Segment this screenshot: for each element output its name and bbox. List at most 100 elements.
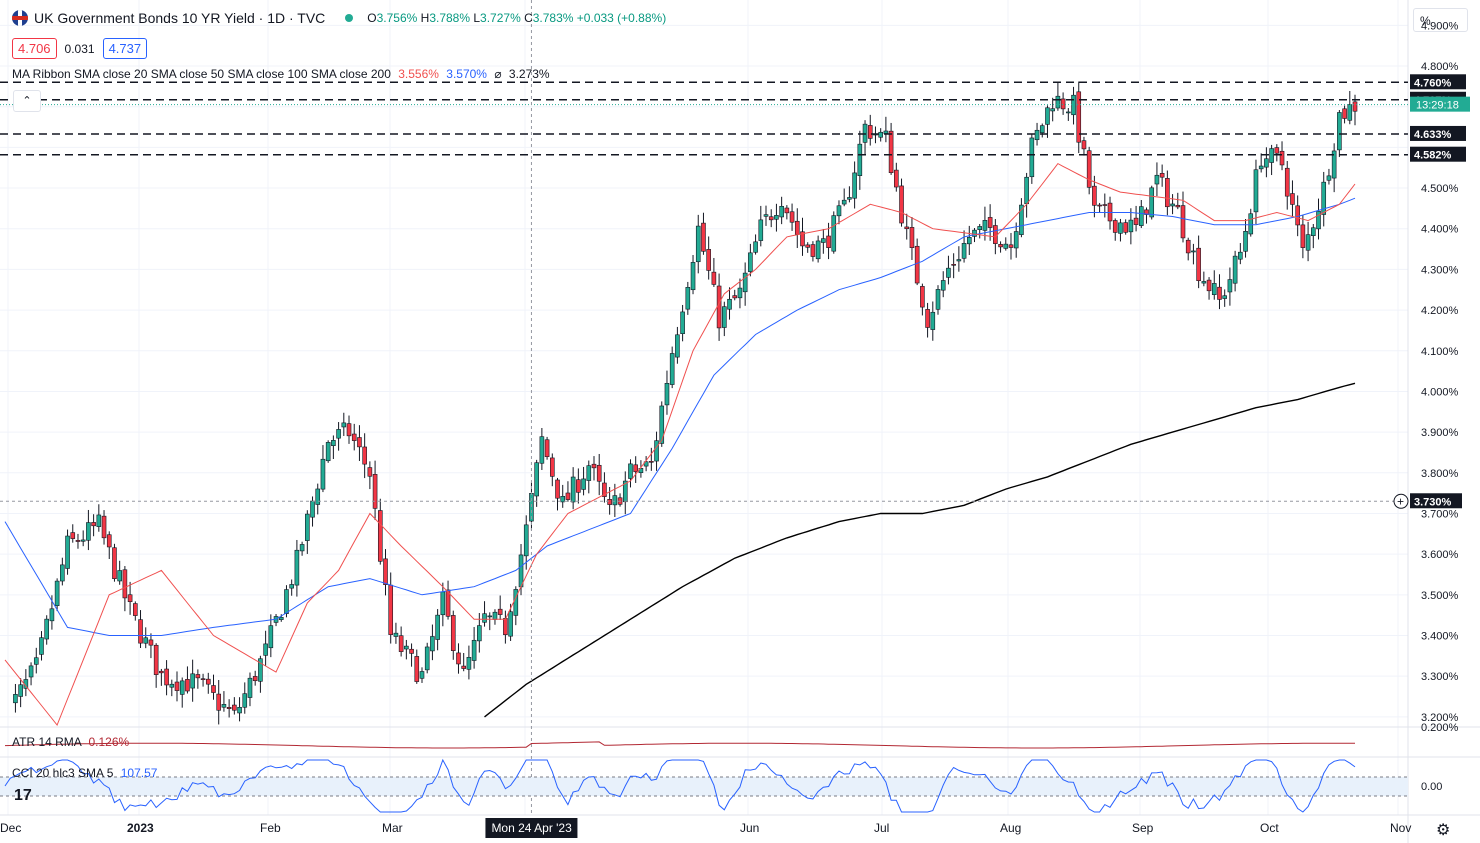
candle-body[interactable] bbox=[815, 240, 821, 260]
candle-body[interactable] bbox=[555, 479, 560, 499]
candle-body[interactable] bbox=[440, 591, 446, 616]
candle-body[interactable] bbox=[148, 639, 154, 646]
candle-body[interactable] bbox=[732, 295, 738, 299]
add-alert-icon[interactable] bbox=[1393, 493, 1409, 509]
candle-body[interactable] bbox=[174, 681, 180, 691]
candle-body[interactable] bbox=[1253, 169, 1259, 213]
currency-selector[interactable]: % bbox=[1413, 8, 1468, 32]
candle-body[interactable] bbox=[315, 488, 321, 505]
atr-legend[interactable]: ATR 14 RMA 0.126% bbox=[12, 735, 130, 749]
candle-body[interactable] bbox=[628, 463, 633, 479]
candle-body[interactable] bbox=[205, 678, 211, 685]
candle-body[interactable] bbox=[409, 648, 414, 654]
candle-body[interactable] bbox=[60, 564, 65, 582]
candle-body[interactable] bbox=[237, 707, 242, 714]
candle-body[interactable] bbox=[930, 311, 936, 330]
candle-body[interactable] bbox=[680, 311, 685, 334]
candle-body[interactable] bbox=[659, 405, 665, 444]
candle-body[interactable] bbox=[1086, 150, 1092, 188]
candle-body[interactable] bbox=[247, 677, 253, 698]
candle-body[interactable] bbox=[513, 589, 519, 616]
candle-body[interactable] bbox=[65, 535, 70, 569]
candle-body[interactable] bbox=[1243, 230, 1248, 252]
candle-body[interactable] bbox=[54, 580, 60, 607]
candle-body[interactable] bbox=[424, 646, 430, 671]
candle-body[interactable] bbox=[325, 442, 331, 462]
candle-body[interactable] bbox=[794, 220, 800, 235]
candle-body[interactable] bbox=[133, 603, 138, 616]
candle-body[interactable] bbox=[450, 615, 456, 651]
ma-ribbon-legend[interactable]: MA Ribbon SMA close 20 SMA close 50 SMA … bbox=[12, 67, 550, 81]
candle-body[interactable] bbox=[821, 238, 826, 243]
collapse-legend-button[interactable]: ⌃ bbox=[13, 90, 41, 112]
candle-body[interactable] bbox=[1029, 137, 1035, 178]
candle-body[interactable] bbox=[1003, 243, 1009, 249]
candle-body[interactable] bbox=[1170, 203, 1175, 207]
candle-body[interactable] bbox=[294, 549, 300, 586]
candle-body[interactable] bbox=[164, 668, 169, 686]
candle-body[interactable] bbox=[1300, 224, 1306, 248]
candle-body[interactable] bbox=[393, 632, 399, 637]
candle-body[interactable] bbox=[1112, 220, 1118, 233]
candle-body[interactable] bbox=[1248, 213, 1254, 235]
candle-body[interactable] bbox=[200, 678, 206, 680]
candle-body[interactable] bbox=[1039, 125, 1045, 134]
candle-body[interactable] bbox=[1138, 206, 1144, 226]
candle-body[interactable] bbox=[153, 644, 159, 675]
candle-body[interactable] bbox=[404, 645, 409, 650]
candle-body[interactable] bbox=[445, 589, 451, 617]
candle-body[interactable] bbox=[1128, 219, 1134, 233]
candle-body[interactable] bbox=[1206, 279, 1212, 292]
candle-body[interactable] bbox=[112, 547, 117, 579]
candle-body[interactable] bbox=[86, 522, 91, 541]
candle-body[interactable] bbox=[1279, 150, 1285, 166]
candle-body[interactable] bbox=[1337, 112, 1342, 151]
candle-body[interactable] bbox=[1290, 193, 1295, 205]
candle-body[interactable] bbox=[805, 244, 811, 248]
candle-body[interactable] bbox=[435, 614, 440, 640]
candle-body[interactable] bbox=[544, 439, 550, 457]
candle-body[interactable] bbox=[289, 584, 294, 589]
candle-body[interactable] bbox=[706, 249, 711, 271]
candle-body[interactable] bbox=[972, 229, 977, 237]
candle-body[interactable] bbox=[1264, 158, 1269, 168]
candle-body[interactable] bbox=[221, 704, 227, 708]
candle-body[interactable] bbox=[1097, 204, 1102, 207]
candle-body[interactable] bbox=[675, 334, 680, 358]
candle-body[interactable] bbox=[925, 309, 930, 328]
candle-body[interactable] bbox=[1316, 210, 1321, 230]
candle-body[interactable] bbox=[179, 680, 185, 695]
candle-body[interactable] bbox=[159, 670, 164, 674]
candle-body[interactable] bbox=[341, 422, 347, 428]
candle-body[interactable] bbox=[242, 693, 248, 708]
candle-body[interactable] bbox=[909, 227, 915, 248]
candle-body[interactable] bbox=[847, 197, 852, 200]
candle-body[interactable] bbox=[852, 172, 857, 199]
candle-body[interactable] bbox=[549, 457, 555, 477]
candle-body[interactable] bbox=[1045, 107, 1050, 125]
candle-body[interactable] bbox=[570, 476, 576, 503]
candle-body[interactable] bbox=[1092, 185, 1097, 206]
candle-body[interactable] bbox=[993, 225, 998, 244]
candle-body[interactable] bbox=[748, 252, 753, 272]
candle-body[interactable] bbox=[654, 440, 659, 462]
candle-body[interactable] bbox=[664, 383, 670, 406]
candle-body[interactable] bbox=[716, 285, 722, 329]
candle-body[interactable] bbox=[430, 636, 435, 652]
candle-body[interactable] bbox=[117, 570, 122, 582]
candle-body[interactable] bbox=[1347, 104, 1353, 121]
candle-body[interactable] bbox=[466, 656, 472, 670]
candle-body[interactable] bbox=[1013, 231, 1019, 249]
candle-body[interactable] bbox=[523, 524, 529, 557]
candle-body[interactable] bbox=[966, 237, 972, 245]
candle-body[interactable] bbox=[649, 461, 654, 463]
candle-body[interactable] bbox=[195, 674, 201, 679]
candle-body[interactable] bbox=[1024, 176, 1029, 205]
candle-body[interactable] bbox=[831, 215, 837, 252]
candle-body[interactable] bbox=[899, 185, 904, 224]
candle-body[interactable] bbox=[190, 673, 195, 689]
candle-body[interactable] bbox=[1034, 129, 1040, 141]
candle-body[interactable] bbox=[935, 289, 941, 310]
candle-body[interactable] bbox=[456, 652, 461, 665]
